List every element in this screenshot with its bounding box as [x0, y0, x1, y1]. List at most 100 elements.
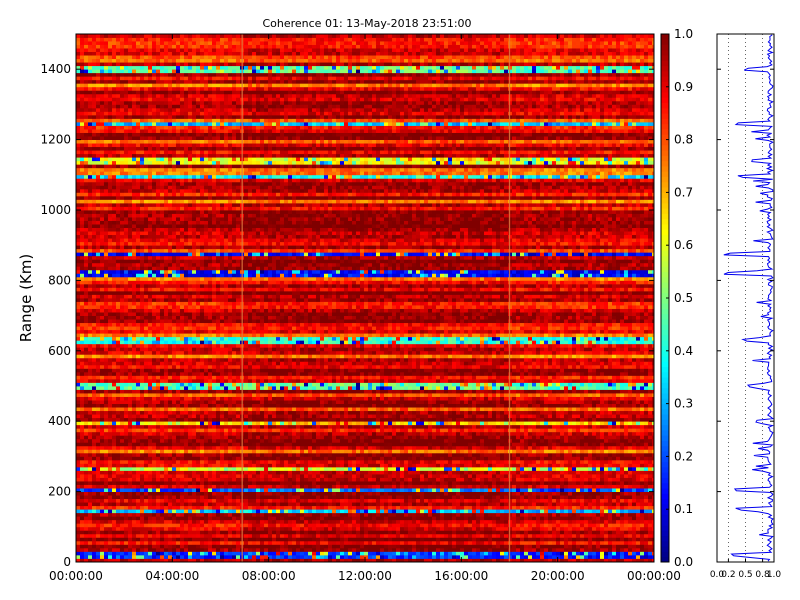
heatmap-cell	[104, 523, 108, 528]
heatmap-cell	[100, 378, 104, 383]
heatmap-cell	[180, 136, 184, 140]
heatmap-cell	[164, 174, 168, 179]
heatmap-cell	[92, 459, 96, 464]
heatmap-cell	[184, 125, 188, 130]
heatmap-cell	[132, 41, 136, 45]
heatmap-cell	[200, 276, 204, 281]
heatmap-cell	[88, 90, 92, 95]
heatmap-cell	[144, 167, 148, 172]
heatmap-cell	[132, 428, 136, 433]
heatmap-cell	[84, 48, 88, 52]
heatmap-cell	[108, 290, 112, 295]
heatmap-cell	[188, 241, 192, 246]
heatmap-cell	[168, 48, 172, 52]
heatmap-cell	[156, 217, 160, 221]
heatmap-cell	[100, 48, 104, 52]
heatmap-cell	[164, 424, 168, 429]
heatmap-cell	[168, 502, 172, 507]
heatmap-cell	[140, 512, 144, 517]
heatmap-cell	[128, 217, 132, 221]
heatmap-cell	[160, 502, 164, 507]
heatmap-cell	[76, 526, 80, 531]
heatmap-cell	[80, 37, 84, 42]
heatmap-cell	[132, 136, 136, 140]
heatmap-cell	[168, 530, 172, 535]
heatmap-cell	[112, 477, 116, 482]
heatmap-cell	[140, 231, 144, 236]
heatmap-cell	[76, 354, 80, 359]
heatmap-cell	[200, 382, 204, 387]
heatmap-cell	[124, 509, 128, 514]
heatmap-cell	[152, 368, 156, 373]
heatmap-cell	[156, 153, 160, 158]
heatmap-cell	[164, 97, 168, 102]
heatmap-cell	[152, 157, 156, 162]
heatmap-cell	[176, 202, 180, 207]
heatmap-cell	[104, 44, 108, 49]
heatmap-cell	[176, 34, 180, 38]
heatmap-cell	[160, 280, 164, 285]
heatmap-cell	[192, 202, 196, 207]
heatmap-cell	[184, 69, 188, 74]
heatmap-cell	[88, 143, 92, 148]
heatmap-cell	[92, 238, 96, 243]
heatmap-cell	[204, 421, 208, 426]
heatmap-cell	[176, 498, 180, 503]
heatmap-cell	[148, 540, 152, 545]
heatmap-cell	[124, 530, 128, 535]
heatmap-cell	[124, 136, 128, 140]
heatmap-cell	[144, 396, 148, 401]
heatmap-cell	[192, 125, 196, 130]
heatmap-cell	[132, 294, 136, 299]
heatmap-cell	[196, 62, 200, 67]
heatmap-cell	[88, 290, 92, 295]
heatmap-cell	[120, 206, 124, 211]
heatmap-cell	[96, 227, 100, 232]
heatmap-cell	[120, 378, 124, 383]
heatmap-cell	[76, 477, 80, 482]
heatmap-cell	[204, 76, 208, 81]
heatmap-cell	[76, 51, 80, 56]
heatmap-cell	[176, 93, 180, 98]
heatmap-cell	[84, 195, 88, 200]
heatmap-cell	[92, 438, 96, 443]
heatmap-cell	[176, 111, 180, 116]
heatmap-cell	[132, 287, 136, 292]
heatmap-cell	[116, 470, 120, 475]
heatmap-cell	[180, 252, 184, 257]
heatmap-cell	[116, 361, 120, 366]
heatmap-cell	[132, 104, 136, 109]
heatmap-cell	[132, 238, 136, 243]
heatmap-cell	[176, 445, 180, 450]
heatmap-cell	[188, 516, 192, 521]
heatmap-cell	[176, 234, 180, 239]
heatmap-cell	[152, 114, 156, 119]
heatmap-cell	[136, 262, 140, 267]
heatmap-cell	[188, 502, 192, 507]
heatmap-cell	[148, 438, 152, 443]
heatmap-cell	[184, 48, 188, 52]
heatmap-cell	[140, 62, 144, 67]
heatmap-cell	[92, 217, 96, 221]
heatmap-cell	[76, 114, 80, 119]
heatmap-cell	[104, 231, 108, 236]
heatmap-cell	[200, 459, 204, 464]
heatmap-cell	[100, 62, 104, 67]
heatmap-cell	[108, 136, 112, 140]
heatmap-cell	[196, 533, 200, 538]
heatmap-cell	[124, 533, 128, 538]
heatmap-cell	[164, 319, 168, 324]
heatmap-cell	[188, 340, 192, 345]
heatmap-cell	[96, 301, 100, 306]
heatmap-cell	[140, 213, 144, 218]
heatmap-cell	[140, 484, 144, 489]
heatmap-cell	[136, 495, 140, 500]
heatmap-cell	[80, 530, 84, 535]
heatmap-cell	[112, 368, 116, 373]
heatmap-cell	[188, 269, 192, 274]
heatmap-cell	[168, 533, 172, 538]
heatmap-cell	[128, 41, 132, 45]
heatmap-cell	[128, 185, 132, 190]
heatmap-cell	[92, 414, 96, 419]
heatmap-cell	[168, 396, 172, 401]
